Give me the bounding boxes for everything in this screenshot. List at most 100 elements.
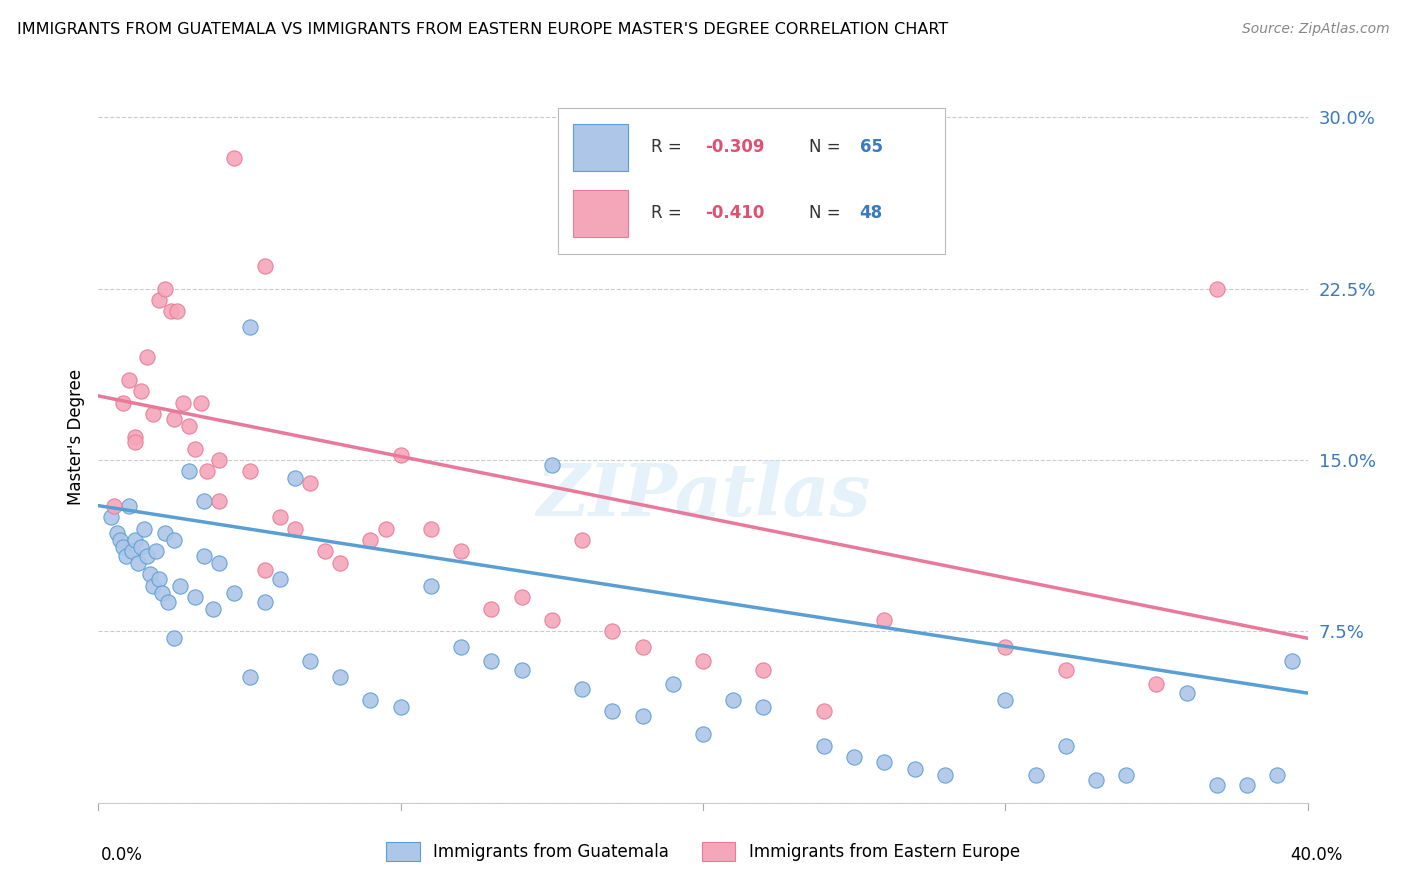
Point [100, 510, 122, 524]
Point [124, 434, 146, 449]
Point [163, 533, 186, 547]
Point [692, 654, 714, 668]
Point [184, 442, 207, 456]
Point [193, 494, 215, 508]
Point [195, 464, 218, 478]
Point [239, 670, 262, 684]
Point [108, 533, 131, 547]
Point [166, 304, 188, 318]
Point [510, 590, 533, 604]
Point [269, 510, 291, 524]
Text: 40.0%: 40.0% [1291, 846, 1343, 863]
Point [224, 151, 246, 165]
Point [208, 494, 231, 508]
Point [127, 556, 149, 570]
Point [329, 556, 352, 570]
Point [540, 613, 562, 627]
Point [844, 750, 866, 764]
Point [631, 709, 654, 723]
Point [420, 521, 443, 535]
Point [752, 699, 775, 714]
Point [139, 567, 162, 582]
Point [692, 727, 714, 741]
Point [253, 259, 276, 273]
Point [360, 693, 382, 707]
Point [111, 396, 134, 410]
Point [813, 739, 835, 753]
Point [153, 281, 176, 295]
Point [111, 540, 134, 554]
Point [389, 699, 412, 714]
Point [269, 572, 291, 586]
Point [571, 533, 593, 547]
Text: IMMIGRANTS FROM GUATEMALA VS IMMIGRANTS FROM EASTERN EUROPE MASTER'S DEGREE CORR: IMMIGRANTS FROM GUATEMALA VS IMMIGRANTS … [17, 22, 948, 37]
Point [1206, 778, 1229, 792]
Point [208, 556, 231, 570]
Point [163, 412, 186, 426]
Point [253, 563, 276, 577]
Point [153, 526, 176, 541]
Point [148, 572, 170, 586]
Point [179, 418, 201, 433]
Point [239, 320, 262, 334]
Legend: Immigrants from Guatemala, Immigrants from Eastern Europe: Immigrants from Guatemala, Immigrants fr… [380, 835, 1026, 868]
Point [135, 350, 157, 364]
Point [163, 632, 186, 646]
Point [299, 654, 322, 668]
Point [481, 654, 503, 668]
Point [172, 396, 194, 410]
Point [299, 475, 322, 490]
Text: 0.0%: 0.0% [101, 846, 143, 863]
Point [602, 705, 624, 719]
Text: ZIPatlas: ZIPatlas [536, 460, 870, 531]
Point [1024, 768, 1046, 782]
Point [114, 549, 136, 563]
Point [329, 670, 352, 684]
Point [904, 762, 927, 776]
Point [142, 579, 165, 593]
Point [873, 613, 896, 627]
Point [540, 458, 562, 472]
Point [450, 544, 472, 558]
Point [160, 304, 183, 318]
Point [602, 624, 624, 639]
Point [193, 549, 215, 563]
Y-axis label: Master's Degree: Master's Degree [66, 369, 84, 505]
Point [118, 373, 141, 387]
Point [314, 544, 336, 558]
Point [129, 540, 152, 554]
Point [284, 521, 307, 535]
Point [284, 471, 307, 485]
Point [184, 590, 207, 604]
Point [723, 693, 745, 707]
Point [374, 521, 396, 535]
Point [105, 526, 128, 541]
Point [179, 464, 201, 478]
Point [148, 293, 170, 307]
Point [142, 407, 165, 421]
Point [129, 384, 152, 399]
Point [813, 705, 835, 719]
Point [224, 585, 246, 599]
Point [121, 544, 143, 558]
Point [994, 693, 1017, 707]
Point [150, 585, 173, 599]
Text: Source: ZipAtlas.com: Source: ZipAtlas.com [1241, 22, 1389, 37]
Point [1054, 663, 1077, 677]
Point [450, 640, 472, 655]
Point [752, 663, 775, 677]
Point [253, 595, 276, 609]
Point [1267, 768, 1289, 782]
Point [1281, 654, 1303, 668]
Point [1206, 281, 1229, 295]
Point [420, 579, 443, 593]
Point [1085, 772, 1108, 787]
Point [156, 595, 179, 609]
Point [389, 449, 412, 463]
Point [145, 544, 167, 558]
Point [994, 640, 1017, 655]
Point [661, 677, 683, 691]
Point [202, 601, 225, 615]
Point [135, 549, 157, 563]
Point [1144, 677, 1167, 691]
